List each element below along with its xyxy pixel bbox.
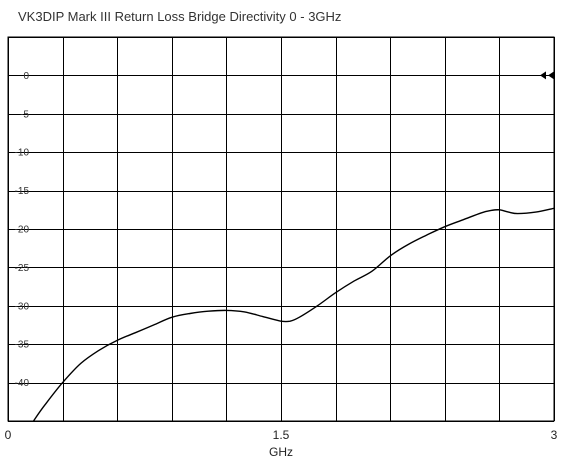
marker-arrow-left — [540, 71, 546, 80]
reference-marker — [540, 71, 554, 80]
y-tick-label: -25 — [15, 263, 30, 274]
y-tick-label: -5 — [20, 109, 29, 120]
grid — [8, 37, 555, 422]
y-tick-label: -20 — [15, 225, 30, 236]
x-tick-label: 1.5 — [273, 428, 290, 442]
tick-labels: 0 -5 -10 -15 -20 -25 -30 -35 -40 0 1.5 3 — [5, 71, 558, 442]
y-tick-label: -35 — [15, 340, 30, 351]
plot-frame — [7, 36, 555, 422]
x-tick-label: 3 — [551, 428, 558, 442]
x-axis-label: GHz — [269, 445, 293, 459]
marker-arrow-right — [548, 71, 554, 80]
series-group — [32, 207, 555, 422]
chart-title: VK3DIP Mark III Return Loss Bridge Direc… — [18, 9, 342, 24]
y-tick-label: -10 — [15, 148, 30, 159]
y-tick-label: -40 — [15, 378, 30, 389]
y-tick-label: -15 — [15, 186, 30, 197]
y-tick-label: -30 — [15, 301, 30, 312]
series-line — [32, 207, 555, 422]
x-tick-label: 0 — [5, 428, 12, 442]
y-tick-label: 0 — [23, 71, 29, 82]
